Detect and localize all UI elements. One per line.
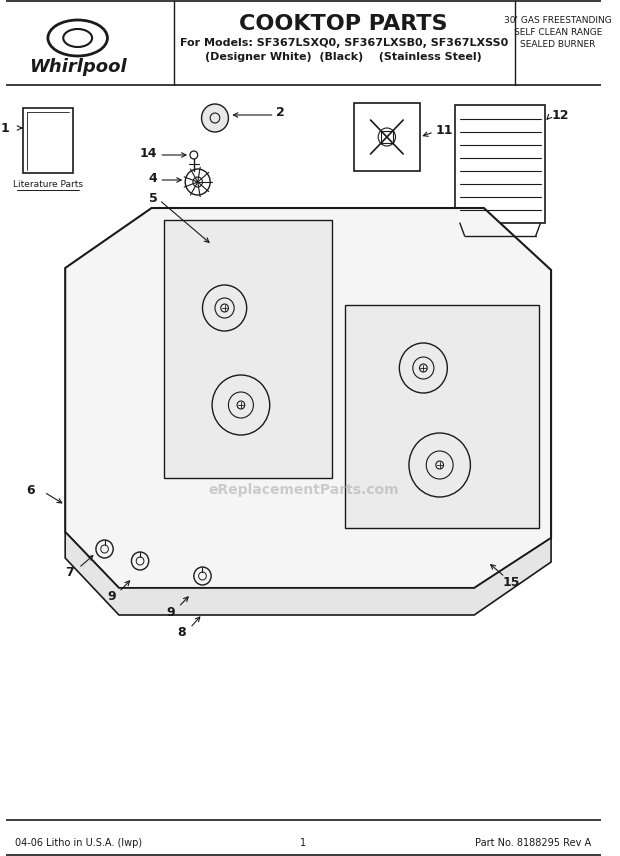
Text: 9: 9	[167, 605, 175, 619]
Circle shape	[202, 104, 228, 132]
Text: 14: 14	[140, 146, 157, 159]
Text: SEALED BURNER: SEALED BURNER	[520, 40, 595, 49]
Text: 6: 6	[26, 484, 35, 496]
Polygon shape	[164, 220, 332, 478]
FancyBboxPatch shape	[23, 108, 73, 173]
Text: 30' GAS FREESTANDING: 30' GAS FREESTANDING	[504, 16, 612, 25]
Text: 04-06 Litho in U.S.A. (lwp): 04-06 Litho in U.S.A. (lwp)	[16, 838, 143, 848]
Text: (Designer White)  (Black)    (Stainless Steel): (Designer White) (Black) (Stainless Stee…	[205, 52, 482, 62]
Text: 5: 5	[149, 192, 157, 205]
Text: COOKTOP PARTS: COOKTOP PARTS	[239, 14, 448, 34]
Polygon shape	[65, 208, 551, 588]
Text: 12: 12	[551, 109, 569, 122]
Polygon shape	[65, 532, 551, 615]
Text: 8: 8	[177, 626, 185, 639]
Text: Part No. 8188295 Rev A: Part No. 8188295 Rev A	[476, 838, 591, 848]
FancyBboxPatch shape	[455, 105, 546, 223]
Text: SELF CLEAN RANGE: SELF CLEAN RANGE	[513, 28, 602, 37]
Text: 9: 9	[107, 591, 115, 603]
Text: 11: 11	[436, 123, 453, 136]
FancyBboxPatch shape	[354, 103, 420, 171]
Text: 1: 1	[300, 838, 306, 848]
Text: Literature Parts: Literature Parts	[13, 180, 83, 189]
Text: 1: 1	[1, 122, 9, 134]
Text: eReplacementParts.com: eReplacementParts.com	[208, 483, 399, 497]
Text: For Models: SF367LSXQ0, SF367LXSB0, SF367LXSS0: For Models: SF367LSXQ0, SF367LXSB0, SF36…	[180, 38, 508, 48]
Text: 7: 7	[64, 566, 73, 579]
Text: 2: 2	[277, 105, 285, 118]
Text: 15: 15	[503, 576, 520, 590]
Text: Whirlpool: Whirlpool	[29, 58, 126, 76]
Text: 4: 4	[149, 171, 157, 185]
Polygon shape	[345, 305, 539, 528]
